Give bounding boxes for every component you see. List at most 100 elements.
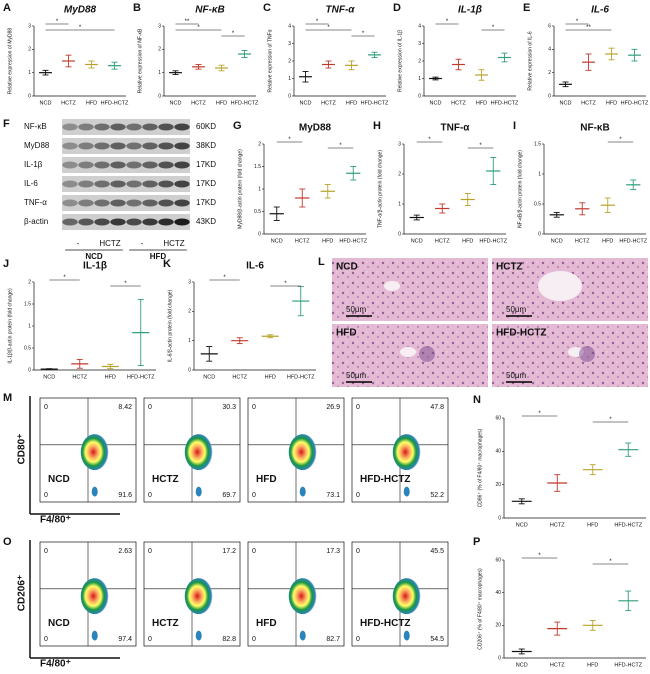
y-tick-label: 1: [398, 201, 401, 207]
significance-label: *: [538, 553, 541, 559]
quadrant-zero: 0: [148, 548, 152, 555]
y-tick-label: 0: [258, 231, 261, 237]
y-tick-label: 4: [418, 23, 421, 29]
blot-band: [94, 161, 110, 169]
blot-strip: [62, 214, 190, 230]
quadrant-zero: 0: [148, 492, 152, 499]
quadrant-zero: 0: [148, 404, 152, 411]
blot-band: [158, 180, 174, 188]
flow-y-label: CD80⁺: [17, 434, 28, 465]
x-tick-label: NCD: [551, 238, 563, 244]
blot-band: [142, 180, 158, 188]
blot-band: [174, 161, 190, 169]
x-tick-label: HFD-HCTZ: [479, 238, 507, 244]
upper-percent: 17.2: [222, 548, 236, 555]
blot-band: [78, 123, 94, 131]
quadrant-zero: 0: [356, 636, 360, 643]
panel-letter: J: [3, 258, 9, 270]
panel-letter: N: [473, 394, 481, 406]
y-tick-label: 1: [418, 76, 421, 82]
blot-row-label: IL-1β: [24, 160, 43, 169]
blot-band: [158, 142, 174, 150]
y-tick-label: 20: [495, 482, 501, 488]
y-tick-label: 6: [548, 23, 551, 29]
blot-band: [110, 123, 126, 131]
lower-percent: 82.8: [222, 636, 236, 643]
blot-band: [94, 123, 110, 131]
panel-letter: P: [473, 536, 480, 548]
y-tick-label: 1: [538, 171, 541, 177]
blot-band: [158, 199, 174, 207]
blot-size-label: 17KD: [196, 198, 216, 207]
quadrant-zero: 0: [44, 548, 48, 555]
significance-label: *: [609, 559, 612, 565]
x-tick-label: HCTZ: [61, 100, 76, 106]
blot-band: [142, 218, 158, 226]
y-tick-label: 0.5: [24, 345, 31, 351]
quadrant-zero: 0: [44, 492, 48, 499]
x-tick-label: HFD: [86, 100, 97, 106]
y-tick-label: 4: [288, 23, 291, 29]
panel-letter: B: [133, 2, 141, 14]
blot-row-label: NF-κB: [24, 122, 47, 131]
x-tick-label: NCD: [560, 100, 572, 106]
blot-strip: [62, 157, 190, 173]
chart-title: TNF-α: [326, 5, 356, 16]
density-tail: [91, 630, 98, 641]
histology-label: NCD: [336, 262, 358, 273]
blot-band: [62, 161, 78, 169]
x-tick-label: HFD: [606, 100, 617, 106]
lower-percent: 52.2: [430, 492, 444, 499]
x-tick-label: NCD: [170, 100, 182, 106]
y-tick-label: 1: [28, 323, 31, 329]
blot-band: [62, 180, 78, 188]
blot-band: [174, 123, 190, 131]
quadrant-zero: 0: [356, 548, 360, 555]
x-tick-label: HFD-HCTZ: [231, 100, 259, 106]
y-axis-label: IL-6/β-actin protein (fold change): [167, 289, 173, 362]
significance-label: *: [79, 25, 82, 31]
chart-title: IL-6: [591, 5, 609, 16]
x-tick-label: HFD: [602, 238, 613, 244]
density-tail: [195, 486, 202, 497]
quadrant-zero: 0: [44, 636, 48, 643]
panel-letter: L: [318, 256, 325, 268]
blot-band: [94, 180, 110, 188]
density-blob: [392, 434, 421, 471]
plot-label: NCD: [48, 474, 70, 485]
quadrant-zero: 0: [44, 404, 48, 411]
blot-treatment-label: -: [141, 239, 144, 248]
y-axis-label: Relative expression of TNFα: [267, 29, 273, 92]
blot-band: [94, 218, 110, 226]
blot-band: [158, 123, 174, 131]
density-blob: [184, 434, 213, 471]
y-tick-label: 40: [495, 590, 501, 596]
density-tail: [91, 486, 98, 497]
blot-band: [126, 161, 142, 169]
y-tick-label: 1.5: [534, 141, 541, 147]
panel-letter: K: [163, 258, 171, 270]
x-tick-label: HCTZ: [295, 238, 310, 244]
x-tick-label: HCTZ: [72, 374, 87, 380]
density-tail: [403, 630, 410, 641]
y-tick-label: 4: [548, 47, 551, 53]
y-tick-label: 0: [28, 367, 31, 373]
y-tick-label: 1.5: [24, 301, 31, 307]
blot-row-label: β-actin: [24, 217, 48, 226]
quadrant-zero: 0: [148, 636, 152, 643]
significance-label: **: [185, 19, 190, 25]
plot-label: HCTZ: [152, 618, 179, 629]
histology-image: [492, 324, 648, 387]
panel-letter: G: [233, 120, 242, 132]
blot-band: [158, 218, 174, 226]
x-tick-label: HFD-HCTZ: [287, 374, 315, 380]
plot-label: HFD-HCTZ: [360, 618, 411, 629]
density-tail: [299, 630, 306, 641]
y-axis-label: Relative expression of IL-1β: [397, 30, 403, 92]
x-tick-label: HFD: [587, 662, 598, 668]
x-tick-label: HFD-HCTZ: [619, 238, 647, 244]
y-tick-label: 1.5: [254, 164, 261, 170]
histology-label: HFD: [336, 328, 357, 339]
blot-strip: [62, 119, 190, 135]
